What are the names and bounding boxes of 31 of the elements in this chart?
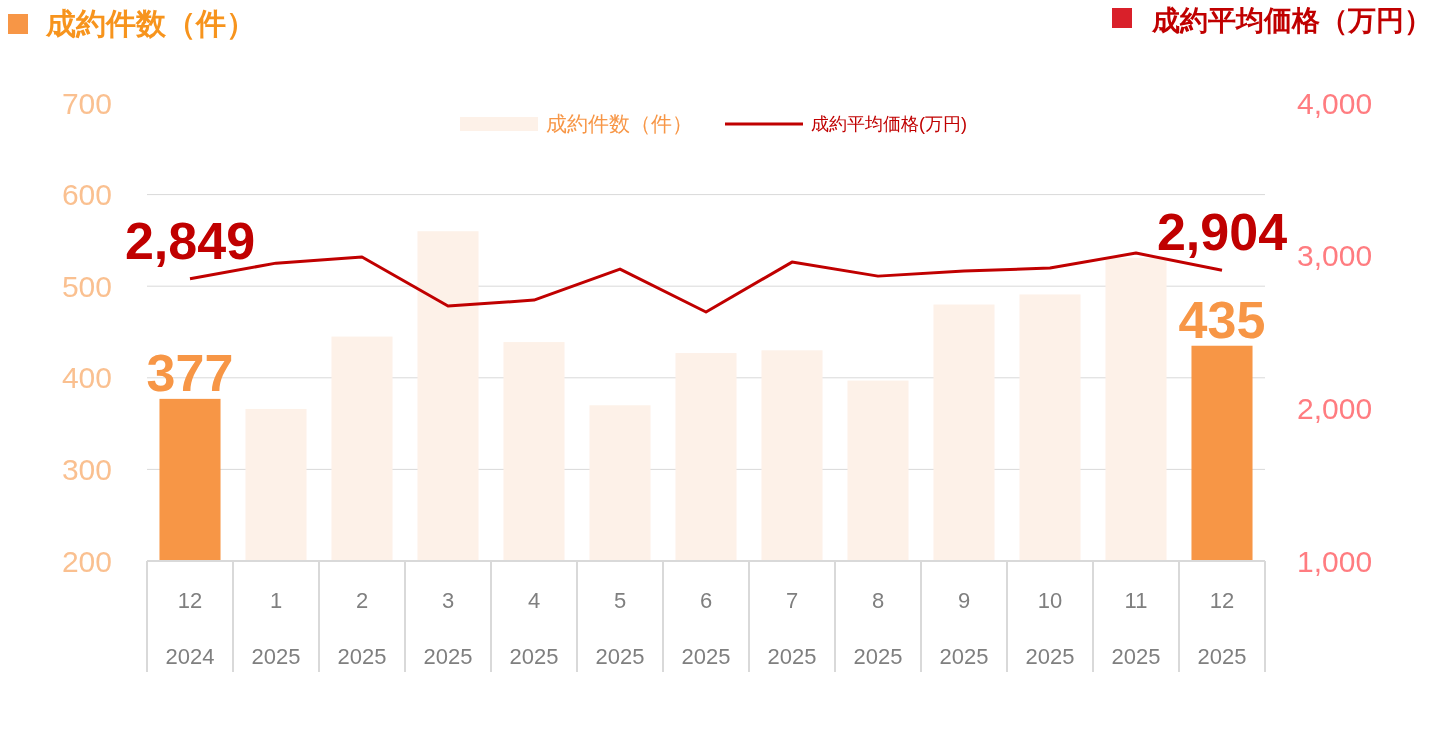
y-tick-label: 400 [61, 361, 112, 395]
category-label: 6 2025 [681, 588, 731, 669]
category-label: 7 2025 [767, 588, 817, 669]
y2-tick-label: 1,000 [1297, 544, 1373, 578]
category-label: 1 2025 [251, 588, 301, 669]
y-tick-label: 700 [61, 86, 112, 120]
data-label: 2,849 [124, 211, 256, 270]
data-label: 377 [146, 343, 234, 402]
y-tick-label: 500 [61, 269, 112, 303]
y2-axis-title: 成約平均価格（万円） [1151, 5, 1432, 36]
y-tick-label: 600 [61, 178, 112, 212]
category-label: 12 2024 [165, 588, 215, 669]
y2-tick-label: 2,000 [1297, 391, 1373, 425]
category-label: 8 2025 [853, 588, 903, 669]
y2-tick-label: 3,000 [1297, 239, 1373, 273]
data-label: 435 [1178, 290, 1266, 349]
data-label: 2,904 [1156, 203, 1288, 262]
category-label: 9 2025 [939, 588, 989, 669]
category-label: 4 2025 [509, 588, 559, 669]
legend-label: 成約件数（件） [546, 112, 693, 136]
y-tick-label: 200 [61, 544, 112, 578]
category-label: 2 2025 [337, 588, 387, 669]
y2-tick-label: 4,000 [1297, 86, 1373, 120]
category-label: 11 2025 [1111, 588, 1161, 669]
legend-label: 成約平均価格(万円) [811, 114, 967, 135]
category-label: 3 2025 [423, 588, 473, 669]
category-label: 10 2025 [1025, 588, 1075, 669]
y-tick-label: 300 [61, 452, 112, 486]
y-axis-title: 成約件数（件） [45, 7, 256, 40]
category-label: 12 2025 [1197, 588, 1247, 669]
category-label: 5 2025 [595, 588, 645, 669]
